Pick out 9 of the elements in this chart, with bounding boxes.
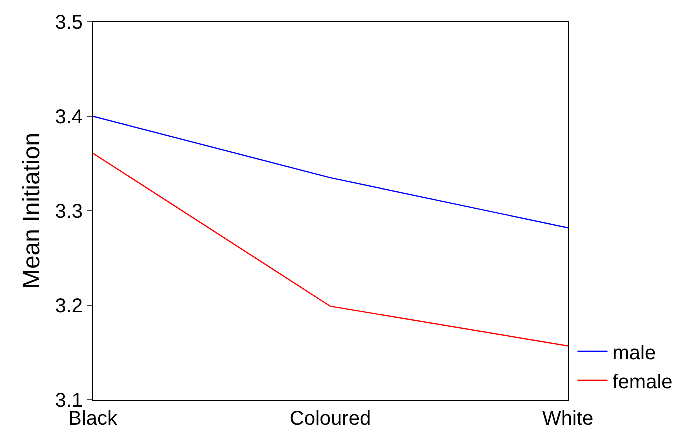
legend-label: female (612, 371, 673, 394)
legend-label: male (612, 342, 656, 364)
y-tick-label: 3.3 (55, 201, 83, 223)
x-tick-label: Coloured (290, 408, 372, 430)
y-tick-label: 3.4 (55, 106, 83, 128)
y-axis-title: Mean Initiation (18, 132, 46, 290)
x-tick-label: White (542, 408, 594, 430)
y-tick-label: 3.2 (55, 296, 83, 318)
y-tick-label: 3.5 (55, 12, 83, 34)
